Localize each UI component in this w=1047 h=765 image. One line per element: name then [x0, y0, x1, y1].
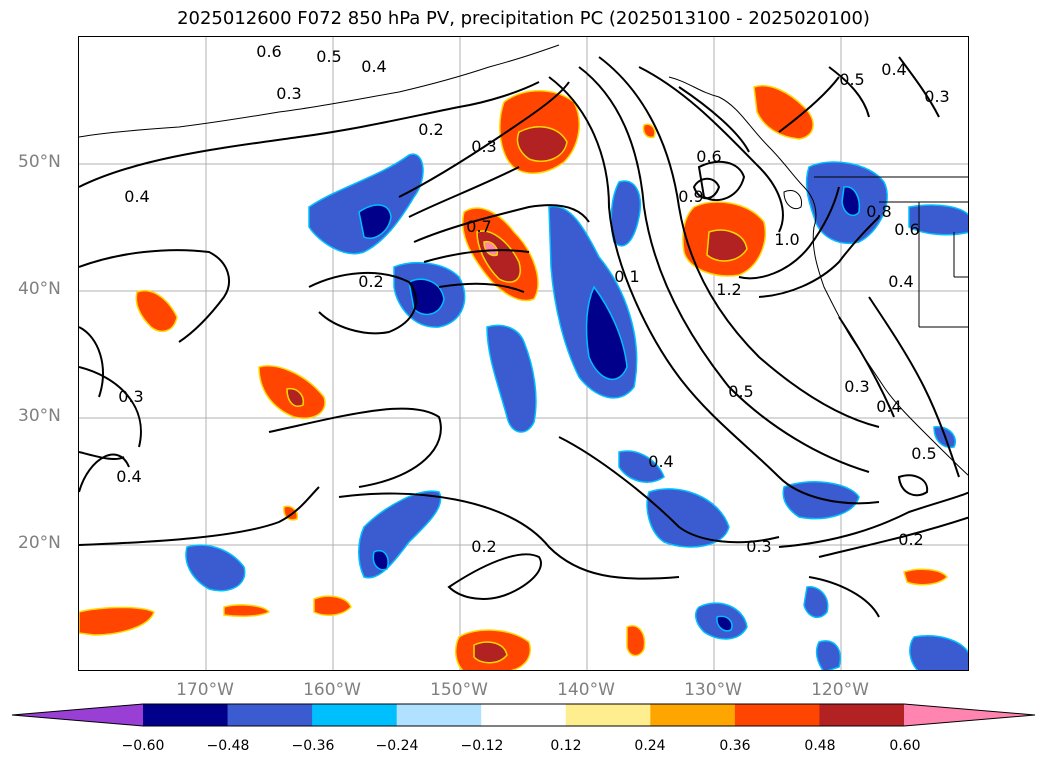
contour-label: 1.2	[716, 280, 741, 299]
colorbar-tick: −0.24	[375, 738, 419, 754]
colorbar-segment	[734, 704, 820, 726]
colorbar	[11, 703, 1036, 727]
colorbar-segment	[650, 704, 736, 726]
contour-label: 0.9	[678, 187, 703, 206]
lon-label-160w: 160°W	[303, 680, 361, 700]
lon-label-130w: 130°W	[684, 680, 742, 700]
lon-label-140w: 140°W	[557, 680, 615, 700]
contour-label: 0.4	[888, 272, 913, 291]
contour-label: 0.8	[866, 202, 891, 221]
contour-label: 0.4	[124, 187, 149, 206]
contour-label: 0.6	[894, 220, 919, 239]
lat-label-40n: 40°N	[18, 279, 61, 299]
colorbar-tick: −0.36	[291, 738, 335, 754]
lat-label-30n: 30°N	[18, 406, 61, 426]
colorbar-segment	[481, 704, 567, 726]
contour-label: 0.3	[276, 84, 301, 103]
map-canvas: 0.6 0.5 0.4 0.3 0.2 0.4 0.3 0.7 0.2 0.1 …	[79, 37, 968, 670]
colorbar-segment	[396, 704, 482, 726]
colorbar-tick: 0.48	[804, 738, 836, 754]
contour-label: 0.4	[881, 60, 906, 79]
colorbar-segment	[312, 704, 398, 726]
negative-precip-regions	[185, 153, 968, 670]
lat-label-50n: 50°N	[18, 152, 61, 172]
contour-label: 0.5	[316, 47, 341, 66]
colorbar-tick: 0.24	[634, 738, 666, 754]
contour-label: 0.2	[898, 530, 923, 549]
colorbar-extend-low	[12, 704, 143, 726]
colorbar-segments	[11, 703, 1036, 727]
contour-label: 0.2	[418, 120, 443, 139]
positive-precip-regions	[79, 85, 948, 670]
contour-label: 0.6	[256, 42, 281, 61]
contour-label: 0.3	[844, 377, 869, 396]
colorbar-segment	[819, 704, 905, 726]
colorbar-segment	[143, 704, 229, 726]
colorbar-tick: −0.48	[206, 738, 250, 754]
contour-label: 0.5	[911, 444, 936, 463]
contour-labels: 0.6 0.5 0.4 0.3 0.2 0.4 0.3 0.7 0.2 0.1 …	[116, 42, 949, 556]
map-title: 2025012600 F072 850 hPa PV, precipitatio…	[177, 8, 870, 29]
colorbar-segment	[227, 704, 313, 726]
contour-label: 0.5	[839, 70, 864, 89]
contour-label: 0.7	[466, 217, 491, 236]
contour-label: 0.6	[696, 147, 721, 166]
colorbar-tick: 0.36	[719, 738, 751, 754]
lon-label-150w: 150°W	[430, 680, 488, 700]
colorbar-tick: −0.60	[121, 738, 165, 754]
contour-label: 0.4	[361, 57, 386, 76]
contour-label: 0.2	[358, 272, 383, 291]
contour-label: 0.3	[471, 137, 496, 156]
map-panel: 0.6 0.5 0.4 0.3 0.2 0.4 0.3 0.7 0.2 0.1 …	[78, 36, 969, 671]
contour-label: 0.5	[728, 382, 753, 401]
colorbar-tick: 0.60	[889, 738, 921, 754]
contour-label: 0.1	[614, 267, 639, 286]
contour-label: 0.4	[876, 397, 901, 416]
contour-label: 0.3	[924, 87, 949, 106]
pv-contours	[79, 56, 968, 618]
contour-label: 0.4	[648, 452, 673, 471]
lon-label-120w: 120°W	[811, 680, 869, 700]
contour-label: 0.3	[746, 537, 771, 556]
contour-label: 1.0	[774, 230, 799, 249]
colorbar-segment	[565, 704, 651, 726]
lon-label-170w: 170°W	[176, 680, 234, 700]
contour-label: 0.4	[116, 467, 141, 486]
colorbar-extend-high	[904, 704, 1035, 726]
contour-label: 0.3	[118, 387, 143, 406]
contour-label: 0.2	[471, 537, 496, 556]
colorbar-outline	[11, 703, 1036, 727]
colorbar-tick: 0.12	[550, 738, 582, 754]
lat-label-20n: 20°N	[18, 533, 61, 553]
colorbar-tick: −0.12	[460, 738, 504, 754]
coastlines	[79, 44, 968, 476]
